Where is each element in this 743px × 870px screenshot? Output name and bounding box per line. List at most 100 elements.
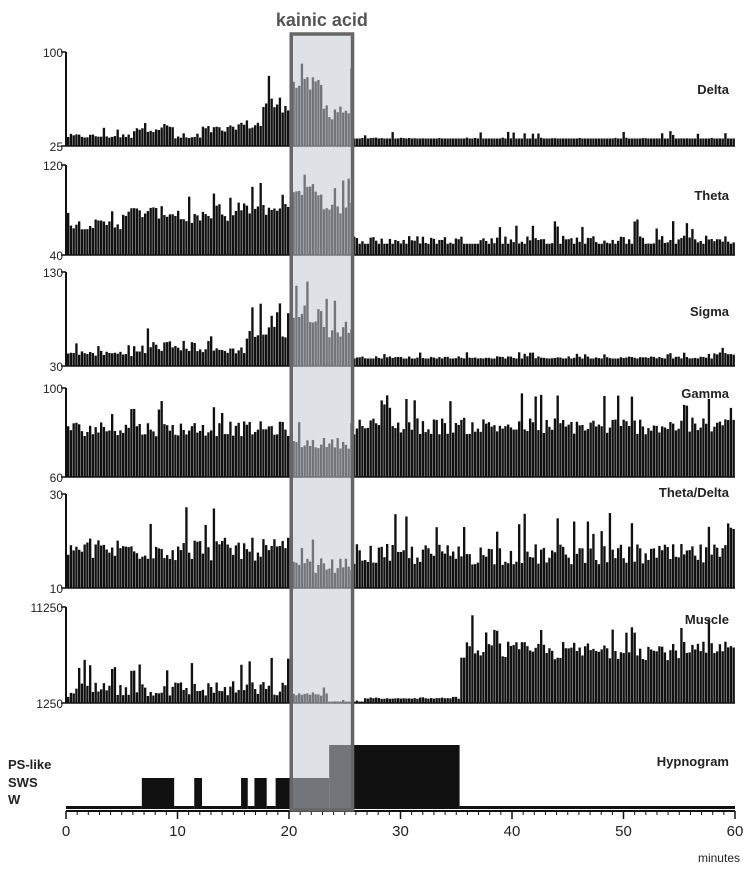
- bar: [141, 217, 144, 255]
- bar: [355, 238, 359, 255]
- bar: [542, 239, 546, 255]
- bar: [630, 243, 634, 255]
- bar: [391, 544, 394, 588]
- bar: [705, 652, 708, 703]
- bar: [278, 303, 282, 366]
- bar: [135, 692, 139, 703]
- bar: [179, 350, 183, 366]
- bar: [229, 125, 232, 146]
- bar: [479, 358, 482, 366]
- bar: [179, 219, 183, 255]
- bar: [160, 692, 163, 703]
- bar: [358, 419, 361, 477]
- bar: [534, 358, 537, 366]
- bar: [614, 558, 617, 588]
- bar: [259, 421, 262, 477]
- bar: [179, 423, 183, 477]
- bar: [130, 409, 133, 477]
- bar: [628, 138, 631, 146]
- bar: [432, 138, 436, 146]
- bar: [215, 205, 218, 255]
- bar: [287, 313, 290, 366]
- bar: [707, 619, 711, 703]
- bar: [366, 243, 370, 255]
- bar: [427, 698, 430, 703]
- bar: [281, 540, 284, 588]
- bar: [377, 243, 381, 255]
- bar: [215, 126, 218, 146]
- bar: [564, 648, 568, 703]
- bar: [595, 138, 598, 146]
- bar: [248, 551, 251, 588]
- bar: [727, 647, 730, 703]
- bar: [449, 401, 452, 477]
- y-max-label: 100: [43, 46, 63, 60]
- bar: [471, 564, 474, 588]
- bar: [641, 237, 645, 255]
- bar: [113, 667, 117, 703]
- bar: [135, 426, 139, 477]
- bar: [86, 542, 89, 588]
- bar: [501, 137, 504, 146]
- bar: [666, 138, 669, 146]
- bar: [710, 554, 713, 588]
- bar: [658, 357, 661, 366]
- bar: [124, 424, 128, 477]
- bar: [251, 307, 254, 366]
- bar: [97, 691, 100, 703]
- bar: [102, 426, 106, 477]
- bar: [520, 563, 524, 588]
- bar: [284, 685, 287, 703]
- bar: [443, 138, 447, 146]
- bar: [221, 541, 224, 588]
- bar: [652, 243, 656, 255]
- bar: [562, 138, 565, 146]
- bar: [149, 130, 152, 146]
- bar: [281, 194, 284, 255]
- bar: [518, 138, 521, 146]
- bar: [721, 138, 724, 146]
- bar: [573, 433, 576, 477]
- bar: [630, 627, 634, 703]
- bar: [628, 425, 631, 477]
- bar: [155, 344, 158, 366]
- bar: [674, 356, 678, 366]
- bar: [465, 352, 469, 366]
- bar: [537, 239, 540, 255]
- bar: [661, 236, 664, 255]
- bar: [630, 357, 634, 366]
- bar: [265, 429, 268, 477]
- bar: [589, 358, 592, 366]
- bar: [460, 419, 463, 477]
- epoch-sws: [241, 778, 248, 809]
- bar: [243, 421, 246, 477]
- bar: [441, 358, 444, 366]
- bar: [193, 213, 196, 255]
- bar: [573, 642, 576, 703]
- bar: [188, 430, 191, 477]
- bar: [644, 243, 647, 255]
- bar: [190, 426, 194, 477]
- bar: [221, 130, 224, 146]
- bar: [564, 138, 568, 146]
- bar: [212, 407, 216, 477]
- bar: [410, 358, 414, 366]
- y-min-label: 40: [50, 249, 64, 263]
- bar: [688, 138, 691, 146]
- bar: [100, 136, 103, 146]
- bar: [531, 225, 535, 255]
- bar: [265, 334, 268, 366]
- bar: [674, 138, 678, 146]
- bar: [91, 691, 95, 703]
- bar: [287, 206, 290, 255]
- y-max-label: 11250: [31, 601, 64, 615]
- bar: [380, 400, 383, 477]
- bar: [551, 243, 554, 255]
- bar: [551, 358, 554, 366]
- bar: [702, 562, 705, 588]
- bar: [526, 646, 529, 703]
- bar: [600, 243, 603, 255]
- bar: [223, 131, 227, 146]
- bar: [185, 507, 188, 588]
- bar: [388, 560, 392, 588]
